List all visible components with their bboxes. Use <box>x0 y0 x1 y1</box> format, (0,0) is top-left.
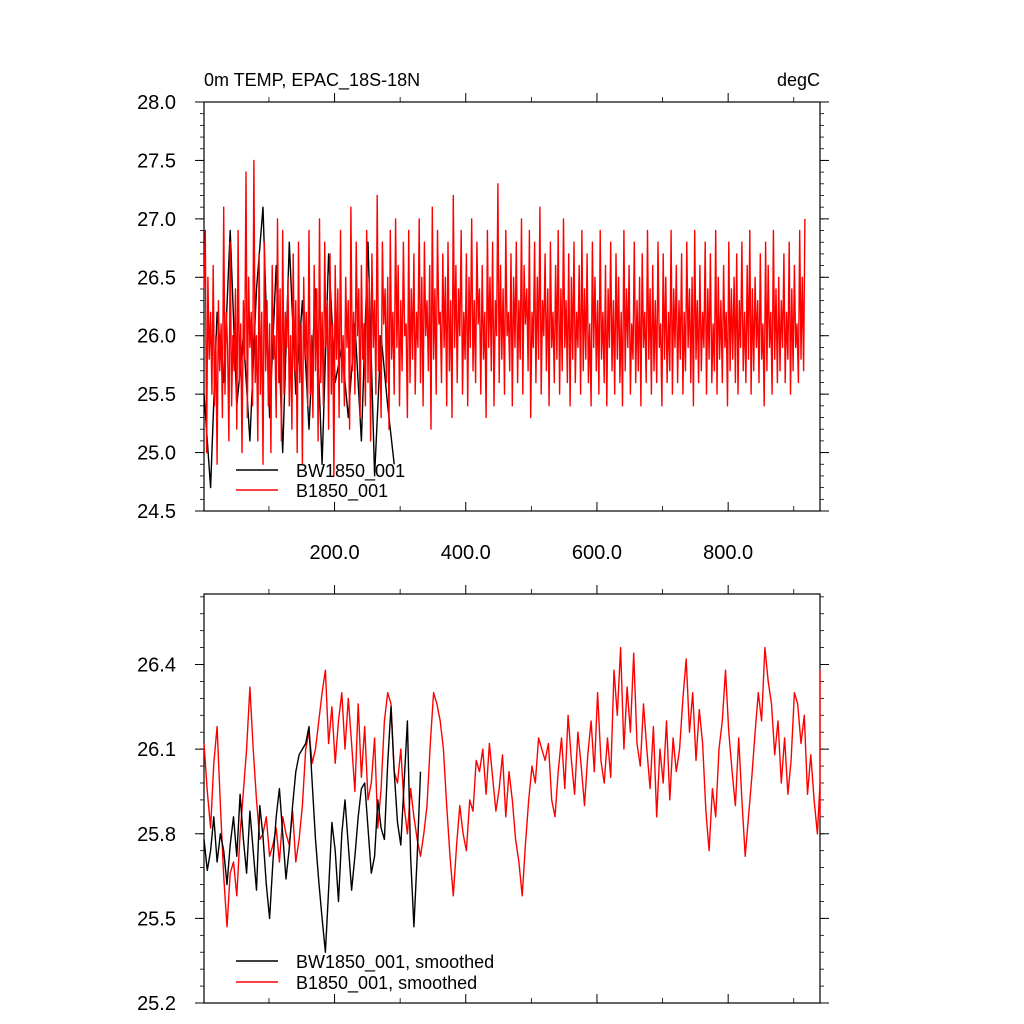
top-y-tick-label: 26.0 <box>137 326 176 348</box>
bottom-y-tick-label: 25.8 <box>137 824 176 846</box>
bottom-legend-label: BW1850_001, smoothed <box>296 952 494 973</box>
bottom-y-tick-label: 26.4 <box>137 655 176 677</box>
top-series-group <box>203 159 806 489</box>
top-x-tick-label: 600.0 <box>572 542 622 564</box>
top-title-right: degC <box>777 70 820 90</box>
top-y-tick-label: 25.5 <box>137 384 176 406</box>
top-y-tick-label: 28.0 <box>137 92 176 114</box>
bottom-y-tick-label: 26.1 <box>137 739 176 761</box>
top-legend-label: B1850_001 <box>296 481 388 502</box>
top-x-tick-label: 200.0 <box>310 542 360 564</box>
top-y-tick-label: 24.5 <box>137 501 176 523</box>
top-y-tick-label: 27.5 <box>137 150 176 172</box>
top-title-left: 0m TEMP, EPAC_18S-18N <box>204 70 420 91</box>
bottom-y-tick-label: 25.2 <box>137 993 176 1015</box>
top-x-tick-label: 400.0 <box>441 542 491 564</box>
top-plot-frame <box>203 101 821 512</box>
bottom-series-group <box>203 646 821 953</box>
top-y-tick-label: 26.5 <box>137 267 176 289</box>
bottom-axes: 25.2 25.5 25.8 26.1 26.4 <box>137 585 829 1015</box>
top-x-tick-label: 800.0 <box>703 542 753 564</box>
bottom-legend-label: B1850_001, smoothed <box>296 973 477 994</box>
top-y-tick-label: 27.0 <box>137 209 176 231</box>
top-axes: 24.5 25.0 25.5 26.0 26.5 27.0 27.5 28.0 200.0 400… <box>137 92 829 564</box>
bottom-y-tick-label: 25.5 <box>137 908 176 930</box>
top-panel: 0m TEMP, EPAC_18S-18N degC 24.525.025.52… <box>137 70 829 564</box>
bottom-panel: 25.2 25.5 25.8 26.1 26.4 BW1850_001, smoothe… <box>137 585 829 1015</box>
bottom-series-line-bw1850 <box>203 706 422 953</box>
top-y-tick-label: 25.0 <box>137 443 176 465</box>
bottom-series-line-b1850 <box>203 646 821 928</box>
top-legend-label: BW1850_001 <box>296 461 405 482</box>
top-series-line-b1850 <box>203 159 806 477</box>
